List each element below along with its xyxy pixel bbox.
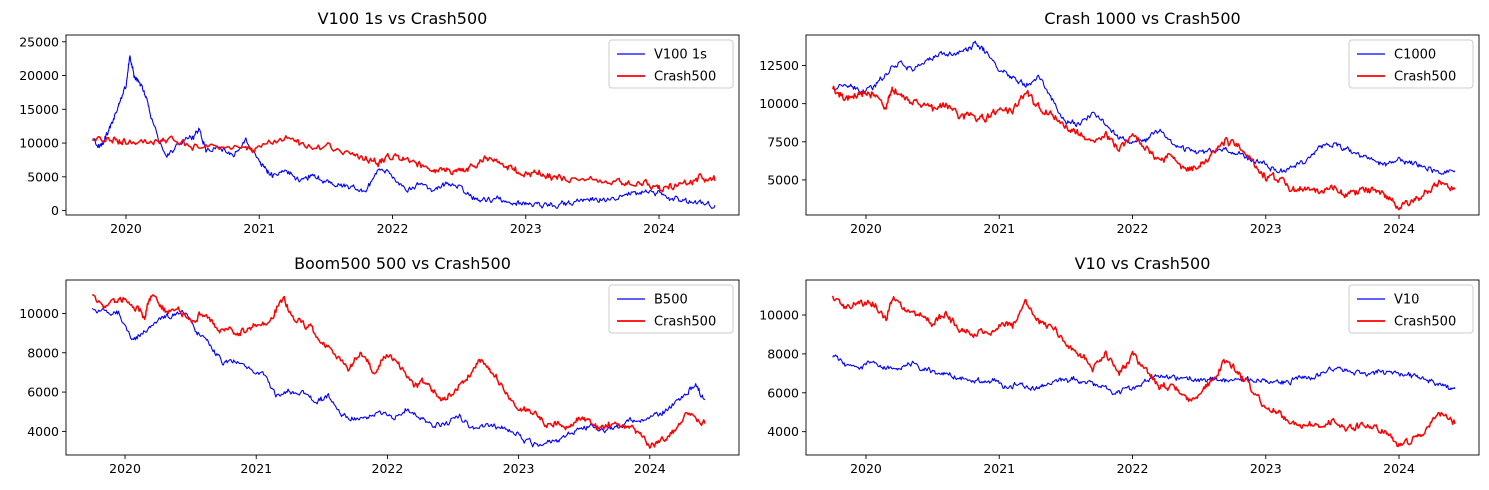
axes-frame — [805, 34, 1480, 216]
series-line-crash500 — [92, 135, 716, 193]
chart-title: V10 vs Crash500 — [1075, 254, 1211, 273]
axes-frame — [805, 279, 1480, 456]
y-tick-label: 15000 — [19, 102, 59, 117]
x-tick-label: 2023 — [1250, 461, 1282, 476]
legend: V10 Crash500 — [1348, 284, 1474, 334]
y-tick-label: 10000 — [759, 96, 799, 111]
chart-title: Boom500 500 vs Crash500 — [294, 254, 511, 273]
x-tick-label: 2024 — [634, 461, 666, 476]
x-tick-label: 2020 — [850, 221, 882, 236]
legend-label: Crash500 — [654, 315, 716, 330]
series-line-crash500 — [91, 294, 706, 449]
chart-title: Crash 1000 vs Crash500 — [1044, 9, 1240, 28]
chart-title: V100 1s vs Crash500 — [318, 9, 488, 28]
x-tick-label: 2024 — [643, 221, 675, 236]
axes-frame — [65, 279, 740, 456]
series-line-v10 — [832, 354, 1456, 396]
series-lines — [831, 40, 1456, 211]
legend-label: V10 — [1394, 293, 1419, 308]
legend-label: C1000 — [1394, 48, 1436, 63]
x-tick-label: 2023 — [503, 461, 535, 476]
x-tick-label: 2023 — [1250, 221, 1282, 236]
y-tick-label: 7500 — [767, 134, 799, 149]
y-tick-label: 6000 — [767, 385, 799, 400]
legend-label: Crash500 — [1394, 315, 1456, 330]
subplot-1: V100 1s vs Crash500 2020 2021 2022 2023 2024 0… — [19, 9, 740, 236]
x-tick-label: 2024 — [1383, 461, 1415, 476]
x-tick-label: 2020 — [850, 461, 882, 476]
subplot-3: Boom500 500 vs Crash500 2020 2021 2022 2023 2… — [19, 254, 740, 476]
legend-label: Crash500 — [1394, 70, 1456, 85]
y-tick-label: 5000 — [27, 169, 59, 184]
legend: C1000 Crash500 — [1348, 39, 1474, 89]
legend-label: V100 1s — [654, 48, 707, 63]
y-tick-label: 5000 — [767, 172, 799, 187]
legend-label: B500 — [654, 293, 688, 308]
legend: B500 Crash500 — [608, 284, 734, 334]
series-line-crash500 — [831, 85, 1456, 211]
y-tick-label: 20000 — [19, 68, 59, 83]
axes-frame — [65, 34, 740, 216]
y-tick-label: 4000 — [767, 424, 799, 439]
x-tick-label: 2022 — [372, 461, 404, 476]
x-tick-label: 2024 — [1383, 221, 1415, 236]
y-tick-label: 6000 — [27, 385, 59, 400]
legend: V100 1s Crash500 — [608, 39, 734, 89]
x-tick-label: 2021 — [243, 221, 275, 236]
series-line-v100-1s — [92, 55, 716, 209]
x-tick-label: 2021 — [983, 461, 1015, 476]
x-tick-label: 2021 — [240, 461, 272, 476]
y-tick-label: 4000 — [27, 424, 59, 439]
y-tick-label: 10000 — [19, 306, 59, 321]
y-tick-label: 25000 — [19, 34, 59, 49]
x-tick-label: 2021 — [983, 221, 1015, 236]
y-tick-label: 0 — [51, 203, 59, 218]
y-tick-label: 8000 — [767, 346, 799, 361]
subplot-4: V10 vs Crash500 2020 2021 2022 2023 2024 4000 6… — [759, 254, 1480, 476]
y-tick-label: 10000 — [759, 308, 799, 323]
x-tick-label: 2023 — [510, 221, 542, 236]
series-lines — [91, 294, 706, 449]
x-tick-label: 2022 — [377, 221, 409, 236]
x-tick-label: 2022 — [1117, 461, 1149, 476]
x-tick-label: 2020 — [109, 461, 141, 476]
legend-label: Crash500 — [654, 70, 716, 85]
x-tick-label: 2020 — [110, 221, 142, 236]
y-tick-label: 8000 — [27, 345, 59, 360]
y-tick-label: 12500 — [759, 58, 799, 73]
y-tick-label: 10000 — [19, 136, 59, 151]
series-lines — [831, 295, 1456, 448]
subplot-2: Crash 1000 vs Crash500 2020 2021 2022 2023 20… — [759, 9, 1480, 236]
series-lines — [92, 55, 716, 209]
x-tick-label: 2022 — [1117, 221, 1149, 236]
series-line-b500 — [91, 307, 706, 448]
series-line-crash500 — [831, 295, 1456, 448]
